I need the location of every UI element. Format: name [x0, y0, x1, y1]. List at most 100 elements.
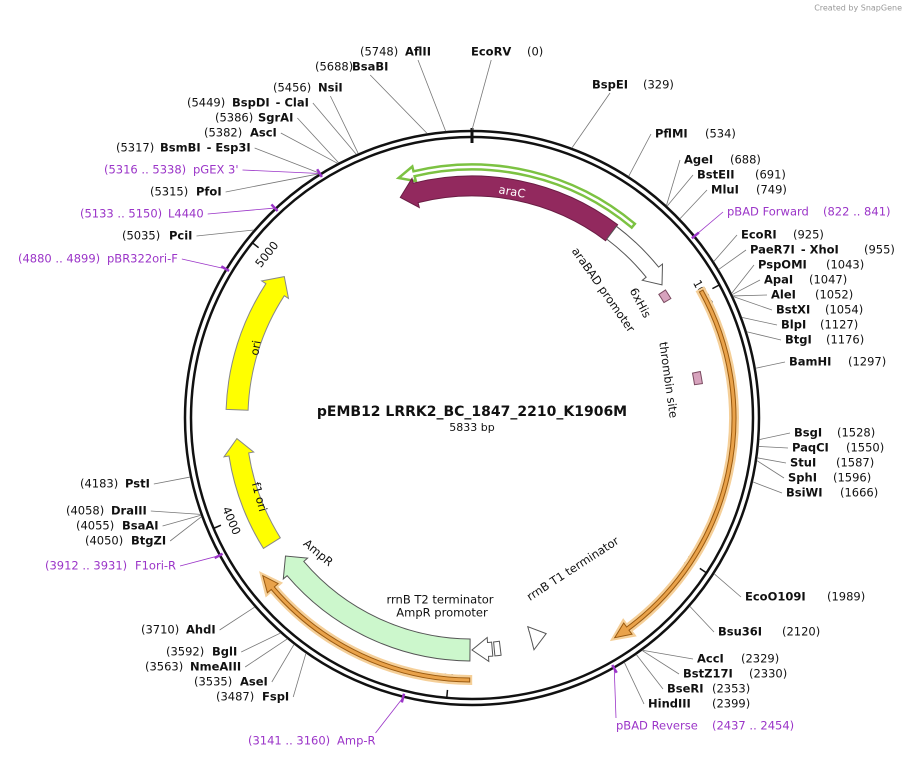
leader-line	[417, 59, 447, 132]
f1-ori-arrow	[222, 437, 281, 550]
leader-line	[731, 264, 755, 294]
leader-line	[369, 74, 428, 134]
site-name: PspOMI	[758, 258, 807, 272]
leader-line	[732, 279, 761, 295]
ori-arrow	[225, 276, 290, 411]
site-position: (1043)	[826, 258, 864, 272]
primer-leader	[207, 207, 275, 215]
site-position: (1528)	[837, 426, 875, 440]
leader-line	[732, 296, 773, 311]
site-name: AgeI	[684, 153, 713, 167]
site-name: Bsu36I	[718, 625, 762, 639]
site-name: PstI	[125, 477, 150, 491]
primer-range: (2437 .. 2454)	[712, 719, 794, 733]
site-name: AseI	[240, 675, 268, 689]
leader-line	[642, 649, 694, 660]
site-name-alt: - XhoI	[801, 243, 839, 257]
feature-label: thrombin site	[656, 341, 681, 419]
site-position: (534)	[705, 127, 736, 141]
site-name: SgrAI	[258, 111, 293, 125]
site-name: AleI	[771, 288, 796, 302]
leader-line	[244, 638, 288, 668]
ampr-promoter-arrow	[471, 636, 494, 663]
site-name: ApaI	[764, 273, 793, 287]
site-position: (3710)	[141, 623, 179, 637]
site-name: BtgZI	[131, 534, 166, 548]
primer-name: L4440	[168, 207, 204, 221]
site-position: (5748)	[360, 45, 398, 59]
leader-line	[746, 331, 782, 341]
site-position: (2329)	[741, 652, 779, 666]
leader-line	[713, 573, 742, 598]
site-name: MluI	[711, 183, 739, 197]
site-position: (3563)	[145, 660, 183, 674]
feature-label: araBAD promoter	[569, 245, 638, 336]
site-name: HindIII	[648, 697, 691, 711]
site-position: (1989)	[827, 590, 865, 604]
tick-mark	[251, 242, 260, 249]
site-position: (1127)	[820, 318, 858, 332]
leader-line	[755, 361, 786, 369]
site-position: (5688)	[315, 60, 353, 74]
site-position: (691)	[755, 168, 786, 182]
map-title: pEMB12 LRRK2_BC_1847_2210_K1906M	[317, 404, 627, 420]
primer-name: F1ori-R	[135, 559, 176, 573]
leader-line	[623, 662, 645, 705]
site-position: (2353)	[712, 682, 750, 696]
tick-mark	[712, 284, 720, 290]
leader-line	[628, 133, 652, 177]
leader-line	[271, 644, 295, 683]
site-name: BstZ17I	[683, 667, 733, 681]
primer-range: (3141 .. 3160)	[248, 734, 330, 748]
site-name: BsgI	[794, 426, 822, 440]
site-name: AhdI	[186, 623, 216, 637]
site-position: (2120)	[782, 625, 820, 639]
site-position: (5315)	[150, 185, 188, 199]
leader-line	[752, 481, 783, 494]
leader-line	[254, 147, 321, 174]
site-name: EcoO109I	[745, 590, 806, 604]
site-name: EcoRI	[741, 228, 777, 242]
site-position: (925)	[793, 228, 824, 242]
site-name: PflMI	[655, 127, 688, 141]
leader-line	[153, 476, 191, 485]
site-position: (1550)	[846, 441, 884, 455]
leader-line	[759, 432, 791, 441]
orange-feature	[262, 574, 471, 683]
site-position: (5382)	[204, 126, 242, 140]
leader-line	[713, 234, 738, 262]
leader-line	[225, 173, 320, 193]
feature-label: AmpR promoter	[396, 606, 488, 620]
site-name: AflII	[405, 45, 431, 59]
map-length: 5833 bp	[449, 421, 494, 434]
site-name: DraIII	[111, 504, 147, 518]
site-name: BsaAI	[122, 519, 159, 533]
feature-label: rrnB T1 terminator	[524, 533, 622, 603]
primer-leader	[242, 169, 320, 174]
primer-leader	[694, 211, 724, 237]
leader-line	[329, 95, 359, 154]
site-name: NmeAIII	[190, 660, 241, 674]
site-name: BsiWI	[786, 486, 823, 500]
site-position: (3535)	[194, 675, 232, 689]
leader-line	[666, 159, 681, 206]
site-position: (5456)	[273, 81, 311, 95]
primer-mark	[316, 168, 323, 178]
site-name: EcoRV	[471, 45, 511, 59]
site-position: (5449)	[187, 96, 225, 110]
leader-line	[718, 249, 747, 270]
tick-label: 5000	[252, 238, 281, 270]
feature-label: 6xHis	[627, 285, 654, 320]
leader-line	[292, 653, 307, 698]
site-position: (4055)	[76, 519, 114, 533]
leader-line	[757, 457, 787, 464]
leader-line	[150, 510, 201, 515]
leader-line	[280, 132, 338, 164]
site-name: PfoI	[196, 185, 222, 199]
tick-mark	[446, 689, 449, 698]
primer-name: Amp-R	[337, 734, 376, 748]
site-position: (1587)	[836, 456, 874, 470]
site-position: (0)	[527, 45, 543, 59]
site-name: FspI	[262, 690, 289, 704]
